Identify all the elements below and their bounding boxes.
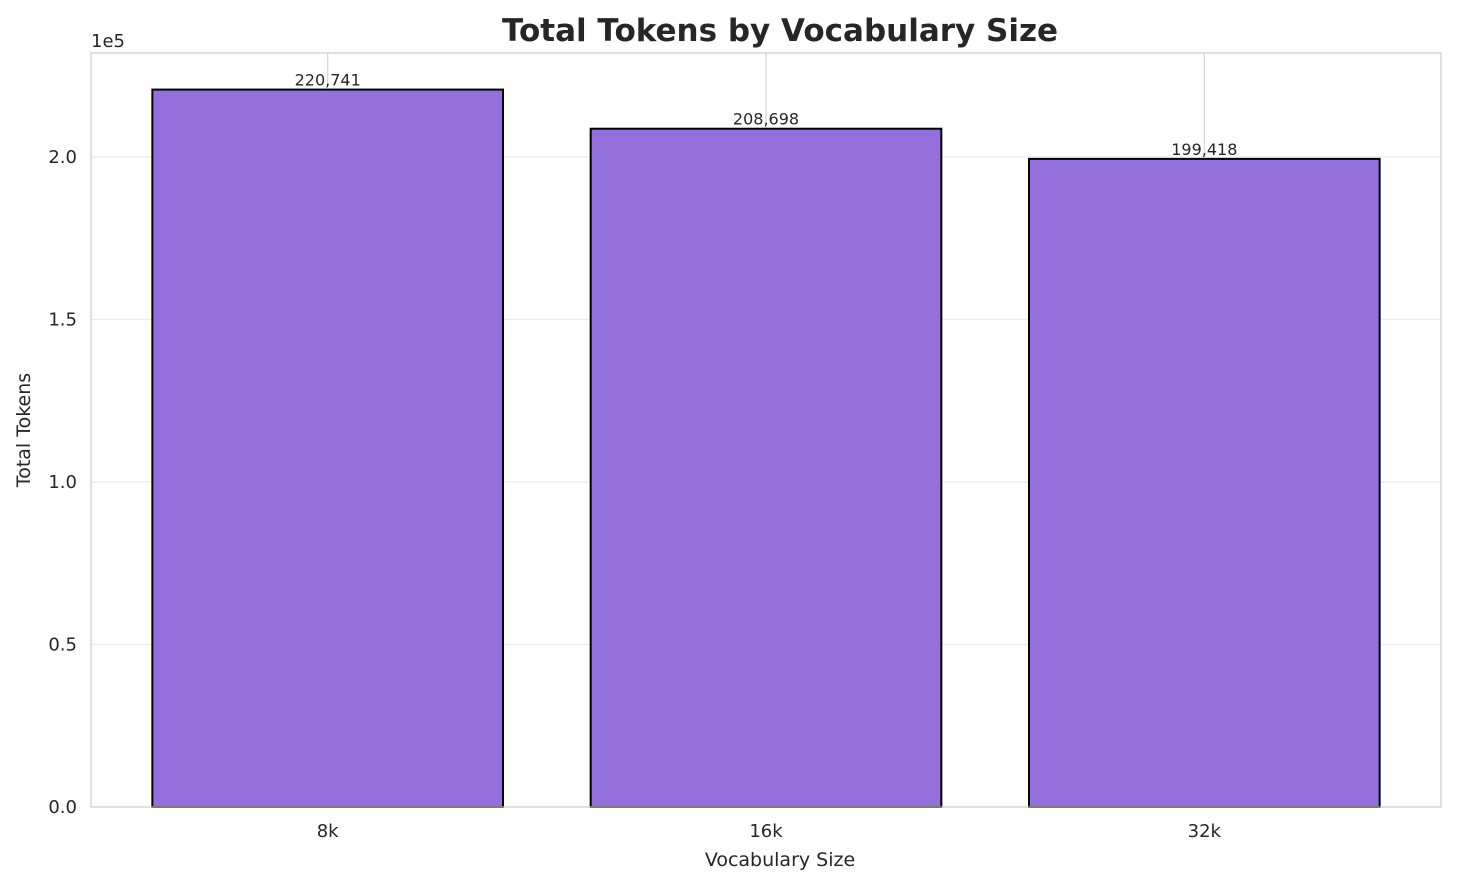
y-tick-label: 1.5 [48, 310, 77, 331]
y-offset-label: 1e5 [91, 31, 125, 52]
chart-title: Total Tokens by Vocabulary Size [502, 13, 1058, 49]
x-tick-label: 32k [1188, 821, 1222, 842]
data-label: 220,741 [295, 71, 361, 90]
x-tick-label: 8k [317, 821, 339, 842]
data-label: 208,698 [733, 110, 799, 129]
bar-32k [1027, 157, 1381, 809]
x-axis-label: Vocabulary Size [705, 849, 855, 871]
x-tick-label: 16k [749, 821, 783, 842]
y-tick-label: 0.5 [48, 635, 77, 656]
y-tick-label: 1.0 [48, 472, 77, 493]
data-label: 199,418 [1171, 140, 1237, 159]
data-labels: 220,741 208,698 199,418 [295, 71, 1238, 159]
y-axis-ticks: 0.0 0.5 1.0 1.5 2.0 [48, 147, 77, 818]
bar-16k [589, 127, 943, 808]
x-axis-ticks: 8k 16k 32k [317, 821, 1222, 842]
y-tick-label: 0.0 [48, 797, 77, 818]
bars [151, 88, 1381, 809]
plot-frame [90, 52, 1442, 808]
bar-8k [151, 88, 505, 809]
y-tick-label: 2.0 [48, 147, 77, 168]
y-axis-label: Total Tokens [13, 373, 35, 488]
